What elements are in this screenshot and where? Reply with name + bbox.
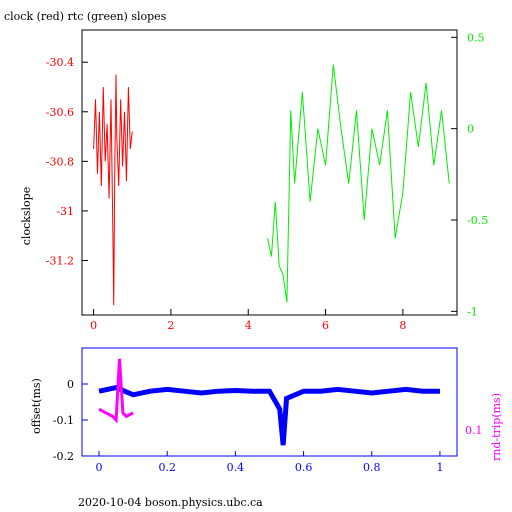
- bottom-y-tick-label: -0.2: [53, 450, 74, 463]
- bottom-x-tick-label: 1: [436, 461, 443, 474]
- y2-tick-label: -1: [467, 305, 478, 318]
- bottom-panel: offset(ms) rnd-trip(ms): [30, 347, 503, 461]
- roundtrip-tick-label: 0.1: [465, 424, 483, 437]
- roundtrip-axis-label: rnd-trip(ms): [490, 393, 503, 461]
- x-tick-label: 0: [90, 319, 97, 332]
- bottom-x-tick-label: 0.8: [363, 461, 381, 474]
- y-tick-label: -31.2: [46, 254, 74, 267]
- offset-axis-label: offset(ms): [30, 378, 43, 434]
- y-tick-label: -30.8: [46, 155, 74, 168]
- bottom-x-tick-label: 0.4: [227, 461, 245, 474]
- roundtrip-series: [98, 358, 134, 424]
- y2-tick-label: -0.5: [467, 214, 488, 227]
- y-tick-label: -30.4: [46, 56, 74, 69]
- rtc-slope-series: [267, 64, 450, 303]
- x-tick-label: 2: [167, 319, 174, 332]
- y2-tick-label: 0: [467, 123, 474, 136]
- clock-slope-series: [93, 74, 133, 306]
- top-panel: clockslope: [20, 29, 458, 316]
- y-axis-label: clockslope: [20, 187, 33, 245]
- x-tick-label: 4: [245, 319, 252, 332]
- x-tick-label: 6: [322, 319, 329, 332]
- y-tick-label: -30.6: [46, 106, 74, 119]
- bottom-x-tick-label: 0.2: [158, 461, 176, 474]
- bottom-x-tick-label: 0: [96, 461, 103, 474]
- y-tick-label: -31: [56, 205, 74, 218]
- x-tick-label: 8: [399, 319, 406, 332]
- y2-tick-label: 0.5: [467, 31, 485, 44]
- bottom-y-tick-label: 0: [67, 378, 74, 391]
- bottom-x-tick-label: 0.6: [295, 461, 313, 474]
- offset-series: [98, 384, 440, 446]
- chart-title: clock (red) rtc (green) slopes: [4, 10, 167, 23]
- bottom-y-tick-label: -0.1: [53, 414, 74, 427]
- footer-text: 2020-10-04 boson.physics.ubc.ca: [78, 496, 263, 509]
